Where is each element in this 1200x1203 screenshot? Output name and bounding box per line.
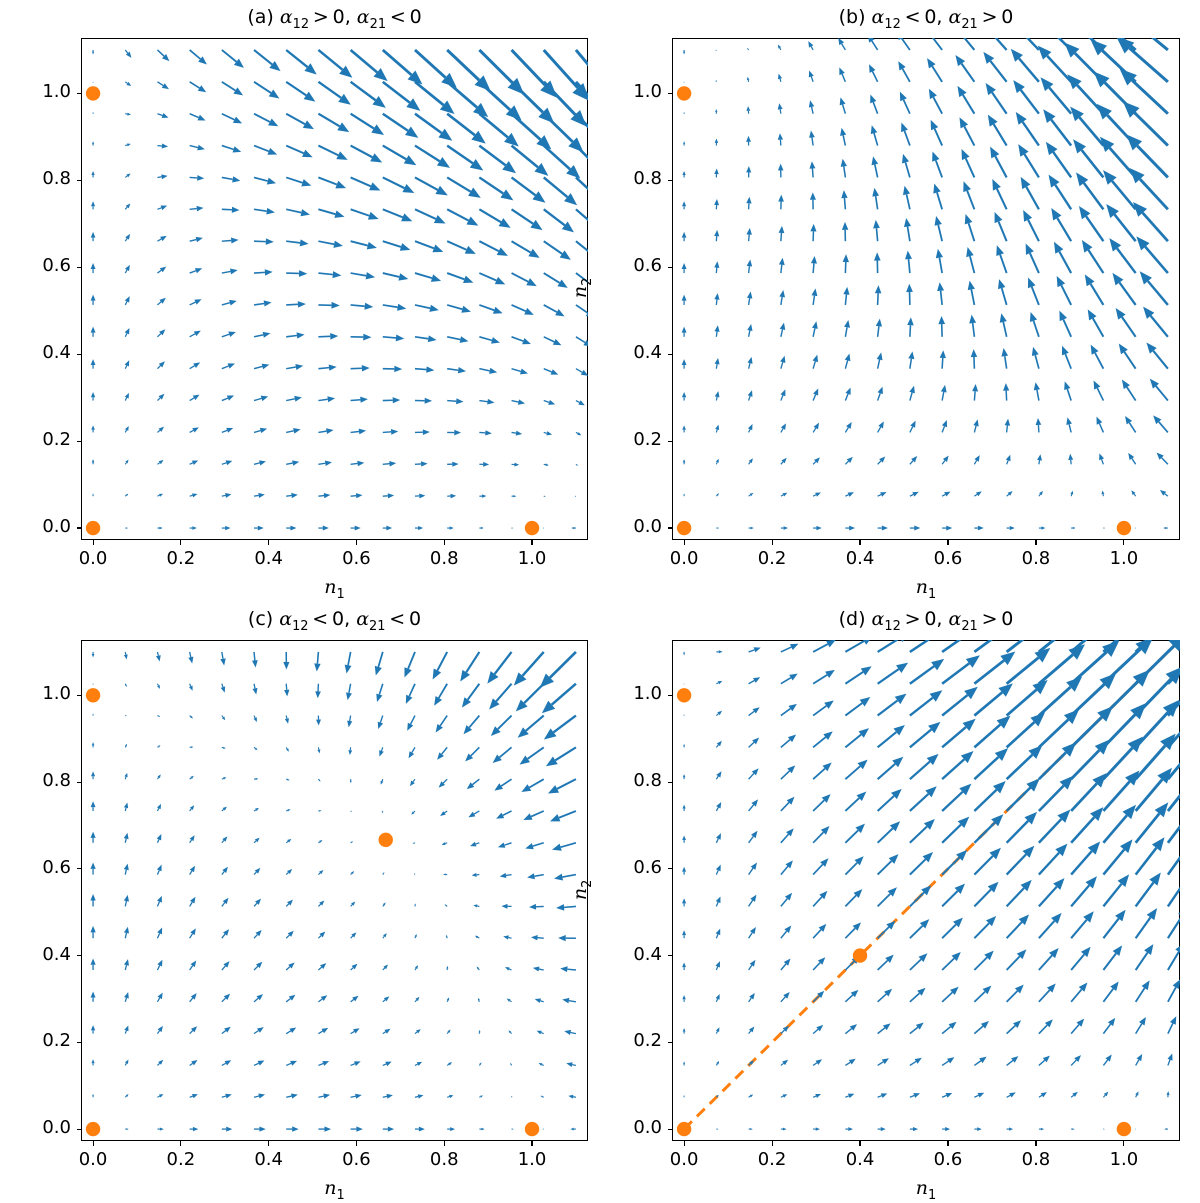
yticklabel-d-3: 0.6 <box>576 857 662 878</box>
yaxis-label-d: n2 <box>569 875 595 903</box>
xtick-d-2 <box>859 1141 860 1146</box>
xtick-d-5 <box>1123 1141 1124 1146</box>
ytick-d-0 <box>668 1129 673 1130</box>
fixed-point-d-axial-n1 <box>1117 1122 1131 1136</box>
yticklabel-d-4: 0.8 <box>576 770 662 791</box>
xtick-d-0 <box>684 1141 685 1146</box>
fixed-point-d-origin <box>677 1122 691 1136</box>
xticklabel-d-3: 0.6 <box>908 1149 988 1170</box>
quiver-arrows-d <box>682 596 1200 1131</box>
xaxis-label-d: n1 <box>672 1177 1180 1203</box>
fixed-point-d-axial-n2 <box>677 688 691 702</box>
yticklabel-d-0: 0.0 <box>576 1117 662 1138</box>
yticklabel-d-1: 0.2 <box>576 1030 662 1051</box>
ytick-d-1 <box>668 1042 673 1043</box>
xticklabel-d-1: 0.2 <box>732 1149 812 1170</box>
xtick-d-3 <box>947 1141 948 1146</box>
xticklabel-d-5: 1.0 <box>1084 1149 1164 1170</box>
ytick-d-2 <box>668 955 673 956</box>
fixed-point-d-saddle <box>853 948 867 962</box>
xtick-d-4 <box>1035 1141 1036 1146</box>
ytick-d-4 <box>668 782 673 783</box>
xtick-d-1 <box>772 1141 773 1146</box>
yticklabel-d-5: 1.0 <box>576 683 662 704</box>
ytick-d-3 <box>668 868 673 869</box>
xticklabel-d-0: 0.0 <box>644 1149 724 1170</box>
yticklabel-d-2: 0.4 <box>576 944 662 965</box>
xticklabel-d-4: 0.8 <box>996 1149 1076 1170</box>
xticklabel-d-2: 0.4 <box>820 1149 900 1170</box>
ytick-d-5 <box>668 695 673 696</box>
